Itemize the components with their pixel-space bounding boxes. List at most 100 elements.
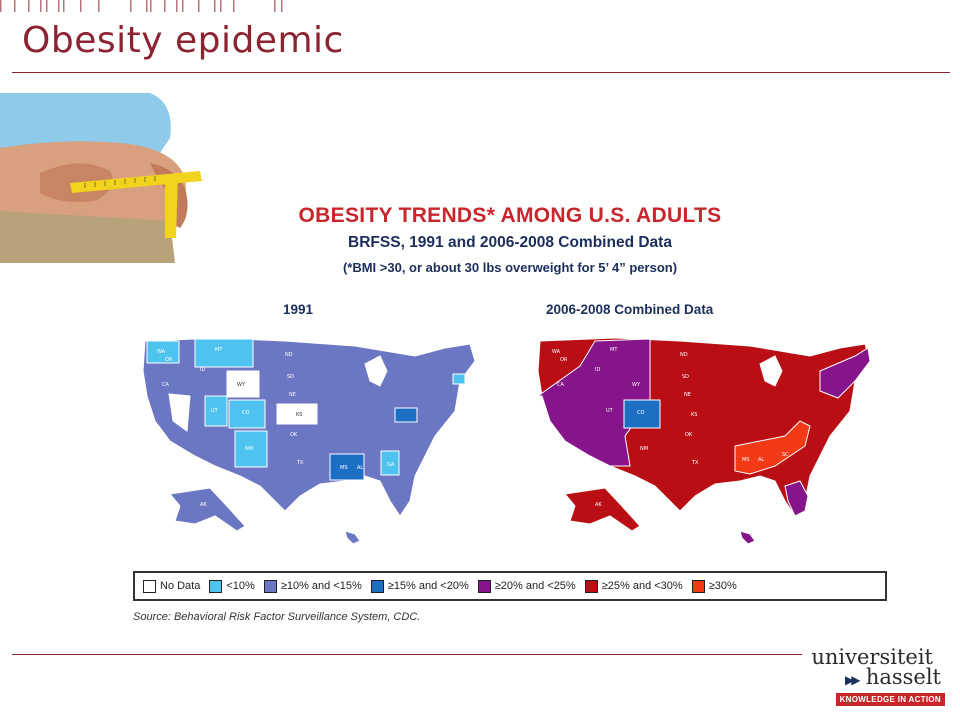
logo-arrows-icon: ▶▶ (845, 673, 861, 687)
top-decoration (0, 0, 283, 12)
legend-item-under-10: <10% (209, 579, 255, 593)
region-northeast-purple (819, 347, 871, 399)
legend-swatch (143, 579, 156, 593)
figure-note: (*BMI >30, or about 30 lbs overweight fo… (342, 260, 678, 275)
state-wv-va (394, 407, 418, 423)
legend-item-no-data: No Data (143, 579, 201, 593)
legend-item-10-15: ≥10% and <15% (263, 579, 362, 593)
legend-item-20-25: ≥20% and <25% (477, 579, 576, 593)
title-divider (12, 72, 950, 73)
legend-item-25-30: ≥25% and <30% (584, 579, 683, 593)
svg-text:MT: MT (215, 347, 223, 353)
state-co (228, 399, 266, 429)
state-hi (739, 530, 756, 545)
region-west-purple (536, 338, 651, 467)
svg-text:MS: MS (340, 465, 348, 471)
logo-text-line2: hasselt (865, 665, 941, 689)
state-fl (784, 480, 809, 517)
legend-label: ≥25% and <30% (601, 580, 683, 592)
state-ut (204, 395, 228, 427)
state-mt (194, 338, 254, 368)
legend-label: No Data (160, 580, 201, 592)
legend-swatch (584, 579, 598, 593)
svg-text:CA: CA (162, 382, 169, 388)
figure-source: Source: Behavioral Risk Factor Surveilla… (133, 611, 421, 623)
svg-text:AL: AL (758, 457, 764, 463)
svg-text:OR: OR (560, 357, 568, 363)
svg-text:WA: WA (157, 349, 166, 355)
svg-text:AL: AL (357, 465, 363, 471)
svg-text:NE: NE (289, 392, 296, 398)
legend-label: ≥30% (708, 580, 737, 592)
us-mainland-shape (142, 337, 476, 517)
svg-text:WY: WY (237, 382, 246, 388)
svg-text:GA: GA (387, 462, 395, 468)
legend-label: ≥20% and <25% (494, 580, 576, 592)
svg-text:OR: OR (165, 357, 173, 363)
map-1991-label: 1991 (283, 302, 314, 317)
state-co (623, 399, 661, 429)
legend-label: ≥10% and <15% (280, 580, 362, 592)
svg-text:UT: UT (606, 408, 614, 414)
svg-text:KS: KS (296, 412, 302, 418)
svg-text:WY: WY (632, 382, 641, 388)
state-la-ms (329, 453, 365, 481)
footer-divider (12, 654, 802, 655)
svg-text:MS: MS (742, 457, 750, 463)
svg-text:TX: TX (691, 460, 699, 466)
svg-text:SD: SD (287, 374, 294, 380)
state-ak (564, 487, 641, 532)
svg-text:AK: AK (200, 502, 207, 508)
university-logo: universiteit ▶▶ hasselt KNOWLEDGE IN ACT… (805, 645, 955, 715)
state-nv (168, 393, 191, 432)
svg-text:WA: WA (552, 349, 561, 355)
legend-swatch (477, 579, 491, 593)
svg-text:OK: OK (685, 432, 693, 438)
state-nm (234, 430, 268, 468)
svg-text:ID: ID (200, 367, 205, 373)
svg-text:ND: ND (680, 352, 688, 358)
legend-label: <10% (226, 580, 255, 592)
svg-text:UT: UT (211, 408, 219, 414)
legend-item-30-plus: ≥30% (691, 579, 737, 593)
svg-text:CO: CO (242, 410, 249, 416)
svg-text:TX: TX (296, 460, 304, 466)
svg-text:OK: OK (290, 432, 298, 438)
state-ks (276, 403, 318, 425)
legend-item-15-20: ≥15% and <20% (370, 579, 469, 593)
svg-text:CO: CO (637, 410, 644, 416)
svg-text:SC: SC (782, 452, 789, 458)
legend-label: ≥15% and <20% (387, 580, 469, 592)
legend-swatch (263, 579, 277, 593)
slide-title: Obesity epidemic (22, 20, 344, 61)
map-2006-2008: WA MT WY UT CO NM ND SD NE KS OK TX MS AL SC OR CA I… (536, 337, 871, 545)
figure-title: OBESITY TRENDS* AMONG U.S. ADULTS (298, 204, 722, 227)
state-ne-corner (452, 373, 466, 385)
legend-swatch (209, 579, 223, 593)
svg-text:KS: KS (691, 412, 697, 418)
svg-text:MT: MT (610, 347, 618, 353)
legend-swatch (370, 579, 384, 593)
map-legend: No Data <10% ≥10% and <15% ≥15% and <20%… (133, 571, 887, 601)
svg-text:NM: NM (640, 446, 648, 452)
state-hi (344, 530, 361, 545)
region-southeast-red (734, 420, 811, 475)
great-lakes (759, 355, 783, 387)
legend-swatch (691, 579, 705, 593)
svg-text:NE: NE (684, 392, 691, 398)
figure-subtitle: BRFSS, 1991 and 2006-2008 Combined Data (348, 234, 672, 251)
state-wa (146, 340, 180, 364)
svg-text:ND: ND (285, 352, 293, 358)
state-ga (380, 450, 400, 476)
map-1991: WA MT WY UT CO NM ND SD NE KS OK TX MS AL GA OR CA I… (142, 337, 476, 545)
map-2006-2008-label: 2006-2008 Combined Data (546, 302, 714, 317)
svg-text:NM: NM (245, 446, 253, 452)
state-wy (226, 370, 260, 398)
svg-text:AK: AK (595, 502, 602, 508)
waist-measuring-photo (0, 93, 205, 263)
svg-text:SD: SD (682, 374, 689, 380)
logo-tagline: KNOWLEDGE IN ACTION (835, 693, 945, 706)
logo-text-line1: universiteit (811, 645, 933, 669)
great-lakes (364, 355, 388, 387)
svg-text:ID: ID (595, 367, 600, 373)
